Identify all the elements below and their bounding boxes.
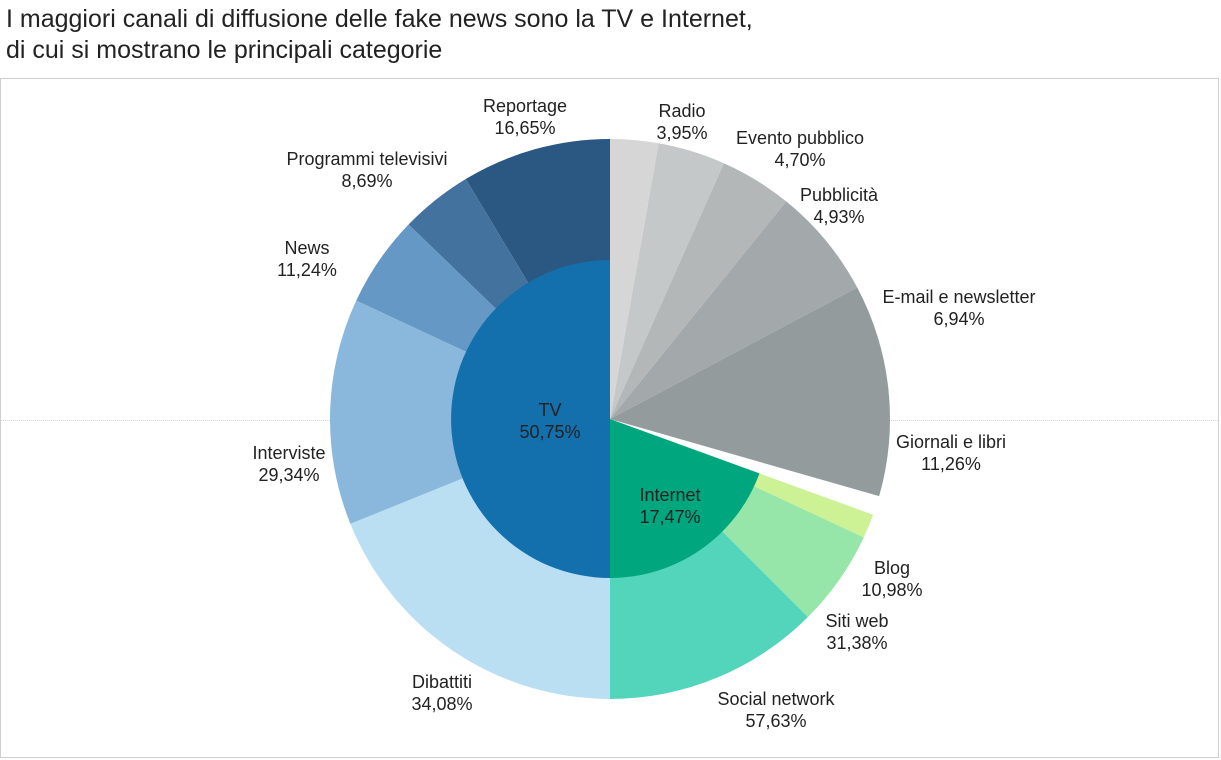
label-radio: Radio 3,95%: [656, 101, 707, 143]
slice-e-mail-e-newsletter: [610, 201, 858, 419]
label-name-reportage: Reportage: [483, 96, 567, 116]
label-name-blog: Blog: [874, 558, 910, 578]
label-value-e-mail-e-newsletter: 6,94%: [933, 309, 984, 329]
slice-giornali-e-libri: [610, 287, 890, 497]
label-name-social-network: Social network: [717, 689, 835, 709]
label-name-programmi-televisivi: Programmi televisivi: [286, 149, 447, 169]
label-e-mail-e-newsletter: E-mail e newsletter 6,94%: [882, 287, 1035, 329]
label-reportage: Reportage 16,65%: [483, 96, 567, 138]
chart-frame: TV 50,75% Internet 17,47% Reportage 16,65% Pro…: [0, 78, 1219, 758]
label-value-blog: 10,98%: [861, 580, 922, 600]
label-value-dibattiti: 34,08%: [411, 694, 472, 714]
label-name-pubblicita: Pubblicità: [800, 185, 879, 205]
label-blog: Blog 10,98%: [861, 558, 922, 600]
slice-internet: [610, 419, 760, 578]
chart-title: I maggiori canali di diffusione delle fa…: [6, 4, 753, 66]
slice-radio: [610, 139, 659, 419]
label-programmi-televisivi: Programmi televisivi 8,69%: [286, 149, 447, 191]
label-value-internet: 17,47%: [639, 507, 700, 527]
slice-pubblicita: [610, 163, 787, 419]
label-name-dibattiti: Dibattiti: [412, 672, 472, 692]
label-value-reportage: 16,65%: [494, 118, 555, 138]
slice-evento-pubblico: [610, 143, 724, 419]
label-name-evento-pubblico: Evento pubblico: [736, 128, 864, 148]
label-name-radio: Radio: [658, 101, 705, 121]
label-name-siti-web: Siti web: [825, 611, 888, 631]
label-name-tv: TV: [538, 400, 561, 420]
label-name-news: News: [284, 238, 329, 258]
label-value-news: 11,24%: [277, 260, 337, 280]
label-value-radio: 3,95%: [656, 123, 707, 143]
label-internet: Internet 17,47%: [639, 485, 700, 527]
label-tv: TV 50,75%: [519, 400, 580, 442]
label-value-interviste: 29,34%: [258, 465, 319, 485]
inner-ring: [451, 260, 760, 578]
label-value-giornali-e-libri: 11,26%: [921, 454, 981, 474]
slice-tv: [451, 260, 610, 578]
label-value-pubblicita: 4,93%: [813, 207, 864, 227]
label-evento-pubblico: Evento pubblico 4,70%: [736, 128, 864, 170]
label-name-internet: Internet: [639, 485, 700, 505]
label-giornali-e-libri: Giornali e libri 11,26%: [896, 432, 1006, 474]
sunburst-chart: TV 50,75% Internet 17,47% Reportage 16,65% Pro…: [252, 96, 1035, 731]
label-value-social-network: 57,63%: [745, 711, 806, 731]
label-name-giornali-e-libri: Giornali e libri: [896, 432, 1006, 452]
label-value-programmi-televisivi: 8,69%: [341, 171, 392, 191]
label-pubblicita: Pubblicità 4,93%: [800, 185, 879, 227]
chart-title-line-1: I maggiori canali di diffusione delle fa…: [6, 5, 753, 33]
label-value-tv: 50,75%: [519, 422, 580, 442]
label-dibattiti: Dibattiti 34,08%: [411, 672, 472, 714]
label-interviste: Interviste 29,34%: [252, 443, 325, 485]
chart-title-line-2: di cui si mostrano le principali categor…: [6, 36, 443, 64]
label-news: News 11,24%: [277, 238, 337, 280]
label-value-siti-web: 31,38%: [826, 633, 887, 653]
label-value-evento-pubblico: 4,70%: [774, 150, 825, 170]
label-name-interviste: Interviste: [252, 443, 325, 463]
label-social-network: Social network 57,63%: [717, 689, 835, 731]
label-name-e-mail-e-newsletter: E-mail e newsletter: [882, 287, 1035, 307]
label-siti-web: Siti web 31,38%: [825, 611, 888, 653]
data-labels: TV 50,75% Internet 17,47% Reportage 16,65% Pro…: [252, 96, 1035, 731]
